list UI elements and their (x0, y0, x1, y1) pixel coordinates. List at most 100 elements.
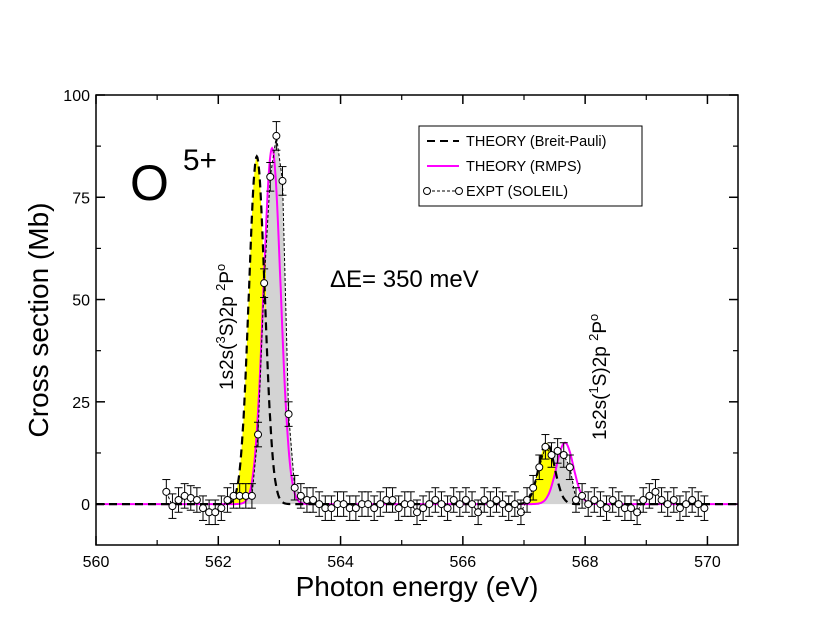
expt-point (364, 500, 373, 509)
expt-point (455, 500, 464, 509)
theory-diff-shade-1 (224, 156, 266, 505)
res2-sup2: 2 (586, 334, 601, 341)
expt-point (315, 500, 324, 509)
y-tick-label: 25 (72, 395, 90, 412)
legend-marker-expt-left (423, 187, 431, 195)
res2-post: P (590, 321, 611, 334)
expt-point (584, 500, 593, 509)
y-tick-label: 50 (72, 293, 90, 310)
legend-label-expt: EXPT (SOLEIL) (466, 184, 568, 200)
x-tick-label: 566 (450, 554, 477, 571)
expt-point (339, 500, 348, 509)
expt-point (254, 430, 263, 439)
expt-point (351, 504, 360, 513)
res2-pre: 1s2s( (590, 393, 611, 440)
expt-point (260, 279, 269, 288)
expt-point (296, 491, 305, 500)
expt-point (675, 504, 684, 513)
expt-point (449, 496, 458, 504)
expt-point (529, 483, 538, 492)
expt-point (669, 496, 678, 504)
legend: THEORY (Breit-Pauli) THEORY (RMPS) EXPT … (418, 125, 643, 207)
expt-point (376, 500, 385, 509)
expt-point (437, 500, 446, 509)
expt-point (608, 496, 617, 504)
legend-marker-expt-right (455, 187, 463, 195)
res2-mid: S)2p (590, 341, 611, 386)
expt-point (174, 496, 183, 504)
expt-point (614, 500, 623, 509)
expt-point (486, 500, 495, 509)
res1-sup2: 2 (213, 284, 228, 291)
x-tick-label: 570 (694, 554, 721, 571)
expt-point (162, 487, 171, 496)
res1-sup1: 3 (213, 336, 228, 343)
species-charge: 5+ (183, 144, 217, 177)
expt-point (541, 442, 550, 451)
y-tick-label: 0 (81, 497, 90, 514)
expt-point (651, 487, 660, 496)
expt-point (492, 496, 501, 504)
expt-point (211, 508, 220, 517)
expt-point (547, 451, 556, 459)
expt-point (413, 508, 421, 517)
y-tick-label: 75 (72, 190, 90, 207)
expt-point (602, 504, 611, 513)
expt-point (553, 446, 562, 455)
x-tick-label: 560 (83, 554, 110, 571)
expt-point (700, 504, 709, 513)
legend-label-breit-pauli: THEORY (Breit-Pauli) (466, 134, 606, 150)
expt-point (388, 496, 397, 504)
expt-point (639, 496, 648, 504)
x-tick-label: 568 (572, 554, 599, 571)
expt-point (419, 504, 428, 513)
expt-point (327, 504, 336, 513)
legend-label-rmps: THEORY (RMPS) (466, 159, 581, 175)
expt-point (535, 463, 544, 472)
expt-point (199, 504, 207, 513)
expt-point (682, 500, 691, 509)
expt-point (278, 176, 287, 185)
expt-point (290, 483, 299, 492)
expt-point (694, 500, 703, 509)
expt-point (596, 500, 605, 509)
expt-point (657, 496, 666, 504)
expt-point (468, 500, 477, 509)
expt-point (443, 504, 452, 513)
expt-point (627, 504, 635, 513)
y-tick-label: 100 (63, 88, 90, 105)
expt-point (510, 500, 519, 509)
expt-point (394, 504, 403, 513)
res2-sup3: o (586, 314, 601, 321)
x-axis-title: Photon energy (eV) (296, 571, 539, 602)
axis-ticks: 560 562 564 566 568 570 0 25 50 75 100 (63, 88, 738, 571)
res1-pre: 1s2s( (217, 343, 238, 390)
expt-points (162, 121, 709, 526)
x-tick-label: 562 (205, 554, 232, 571)
plot-frame (95, 94, 739, 546)
resonance-label-2: 1s2s(1S)2p 2Po (586, 314, 611, 440)
expt-point (168, 502, 177, 511)
expt-point (565, 463, 574, 472)
expt-point (247, 491, 256, 500)
expt-point (431, 496, 440, 504)
expt-point (498, 500, 507, 509)
expt-point (663, 500, 672, 509)
res2-sup1: 1 (586, 386, 601, 393)
expt-point (571, 496, 580, 504)
expt-point (461, 496, 470, 504)
res1-sup3: o (213, 264, 228, 271)
species-symbol: O (130, 155, 169, 211)
breit-pauli-curve (96, 154, 738, 506)
expt-point (504, 504, 513, 513)
expt-point (480, 496, 489, 504)
expt-point (370, 504, 379, 513)
expt-point (284, 410, 293, 419)
expt-point (217, 504, 226, 513)
resonance-label-1: 1s2s(3S)2p 2Po (213, 264, 238, 390)
expt-point (192, 496, 201, 504)
expt-point (578, 491, 587, 500)
species-label: O 5+ (130, 144, 217, 211)
res1-post: P (217, 271, 238, 284)
